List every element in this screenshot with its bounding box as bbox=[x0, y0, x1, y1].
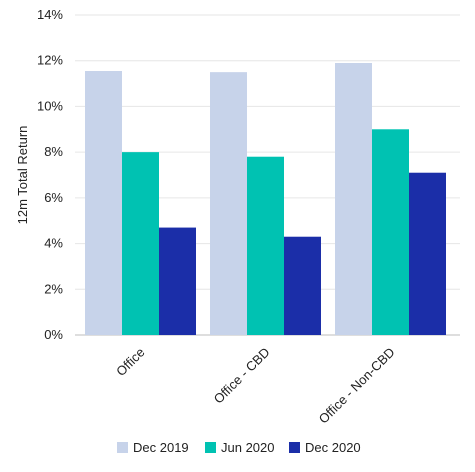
y-tick-label: 6% bbox=[44, 190, 63, 205]
legend-swatch bbox=[205, 442, 216, 453]
legend-label: Jun 2020 bbox=[221, 440, 275, 455]
x-tick-label: Office - CBD bbox=[211, 345, 273, 407]
x-tick-label: Office bbox=[113, 345, 147, 379]
bar-dec-2020-1 bbox=[284, 236, 321, 335]
legend-label: Dec 2020 bbox=[305, 440, 361, 455]
legend-swatch bbox=[117, 442, 128, 453]
x-tick-label: Office - Non-CBD bbox=[316, 345, 398, 427]
legend-swatch bbox=[289, 442, 300, 453]
y-tick-label: 10% bbox=[37, 98, 63, 113]
y-tick-labels: 0% 2% 4% 6% 8% 10% 12% 14% bbox=[37, 7, 63, 342]
y-tick-label: 4% bbox=[44, 236, 63, 251]
bar-dec-2020-0 bbox=[159, 227, 196, 335]
y-tick-label: 0% bbox=[44, 327, 63, 342]
y-tick-label: 14% bbox=[37, 7, 63, 22]
y-axis-label: 12m Total Return bbox=[15, 126, 30, 225]
bar-dec-2019-1 bbox=[210, 72, 247, 336]
x-tick-labels: Office Office - CBD Office - Non-CBD bbox=[113, 345, 397, 427]
bar-jun-2020-0 bbox=[122, 152, 159, 335]
bar-dec-2020-2 bbox=[409, 172, 446, 335]
y-tick-label: 8% bbox=[44, 144, 63, 159]
y-tick-label: 2% bbox=[44, 281, 63, 296]
y-tick-label: 12% bbox=[37, 53, 63, 68]
bar-jun-2020-2 bbox=[372, 129, 409, 335]
bars bbox=[85, 63, 446, 336]
bar-dec-2019-0 bbox=[85, 71, 122, 335]
bar-jun-2020-1 bbox=[247, 156, 284, 335]
bar-dec-2019-2 bbox=[335, 63, 372, 335]
legend-label: Dec 2019 bbox=[133, 440, 189, 455]
legend: Dec 2019 Jun 2020 Dec 2020 bbox=[117, 440, 361, 455]
